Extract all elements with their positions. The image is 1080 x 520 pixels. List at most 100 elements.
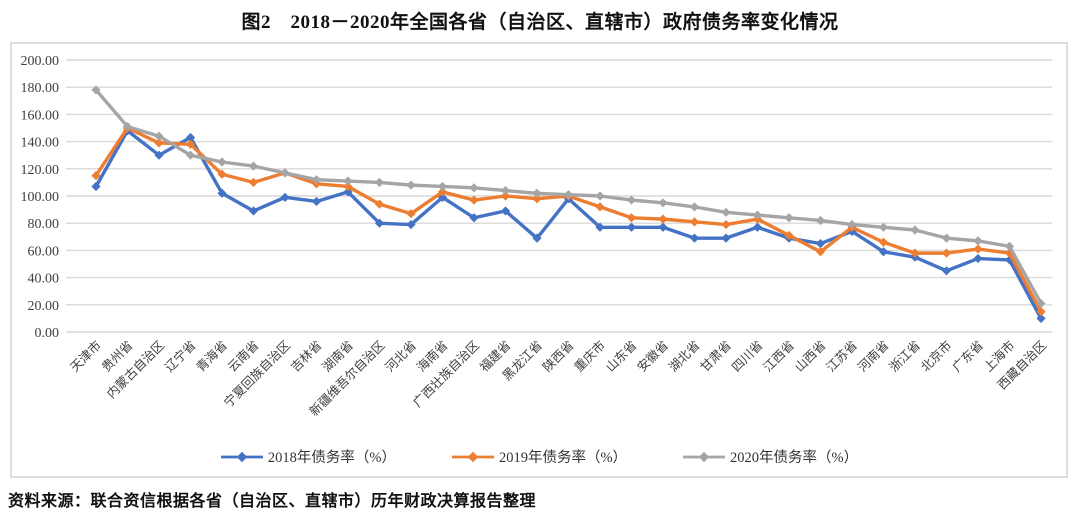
data-point-marker-2018 (815, 239, 826, 249)
data-point-marker-2018 (626, 222, 637, 232)
data-point-marker-2019 (343, 181, 353, 192)
legend-label-2018: 2018年债务率（%） (267, 450, 396, 466)
data-point-marker-2020 (847, 219, 857, 230)
x-tick-label: 重庆市 (571, 338, 608, 375)
data-point-marker-2020 (878, 222, 889, 232)
data-point-marker-2020 (280, 168, 290, 178)
y-tick-label: 160.00 (21, 108, 60, 123)
chart-area: 0.00 20.00 40.00 60.00 80.00 100.00 120.00 140.… (10, 42, 1068, 478)
data-point-marker-2019 (878, 237, 889, 247)
data-point-marker-2018 (878, 247, 889, 257)
legend-item-2019: 2019年债务率（%） (451, 446, 627, 467)
legend-label-2020: 2020年债务率（%） (730, 450, 859, 466)
data-point-marker-2020 (910, 225, 920, 235)
data-point-marker-2019 (437, 187, 448, 197)
data-point-marker-2020 (563, 190, 574, 200)
data-point-marker-2020 (1036, 298, 1046, 309)
data-point-marker-2018 (595, 222, 605, 232)
data-point-marker-2018 (374, 218, 385, 228)
data-point-marker-2020 (122, 122, 133, 132)
data-point-marker-2020 (941, 233, 952, 243)
data-point-marker-2019 (973, 244, 983, 254)
y-tick-label: 180.00 (21, 81, 60, 96)
y-tick-label: 0.00 (35, 326, 60, 341)
data-point-marker-2018 (752, 222, 763, 232)
data-point-marker-2020 (437, 181, 448, 192)
y-tick-label: 80.00 (28, 217, 60, 232)
data-point-marker-2020 (532, 188, 542, 198)
legend-marker-2019-icon (451, 451, 494, 462)
series-line-2019 (94, 126, 1043, 314)
data-point-marker-2018 (185, 132, 196, 143)
x-tick-label: 北京市 (917, 338, 954, 375)
data-point-marker-2019 (91, 171, 101, 181)
data-point-marker-2020 (815, 215, 826, 226)
data-point-marker-2018 (280, 192, 290, 202)
x-tick-label: 吉林省 (288, 338, 324, 374)
data-point-marker-2020 (406, 180, 416, 190)
data-point-marker-2019 (784, 230, 794, 241)
debt-ratio-line-chart: 0.00 20.00 40.00 60.00 80.00 100.00 120.00 140.… (21, 54, 1052, 419)
x-tick-label: 浙江省 (886, 338, 923, 375)
data-point-marker-2020 (343, 176, 353, 186)
data-point-marker-2019 (626, 213, 637, 223)
data-point-marker-2019 (689, 217, 700, 227)
data-point-marker-2018 (941, 266, 952, 276)
data-point-marker-2019 (154, 138, 164, 148)
data-point-marker-2018 (973, 253, 983, 264)
data-point-marker-2019 (500, 191, 511, 201)
data-point-marker-2019 (1036, 307, 1046, 317)
x-tick-label: 陕西省 (539, 338, 576, 375)
data-point-marker-2019 (941, 248, 952, 258)
source-note: 资料来源：联合资信根据各省（自治区、直辖市）历年财政决算报告整理 (8, 493, 537, 510)
series-2018 (91, 126, 1046, 323)
data-point-marker-2019 (658, 214, 668, 224)
data-point-marker-2020 (721, 207, 731, 217)
x-tick-label: 天津市 (67, 338, 104, 375)
x-tick-label: 甘肃省 (698, 338, 734, 374)
x-tick-label: 四川省 (729, 338, 765, 374)
x-tick-label: 湖北省 (665, 338, 702, 375)
x-tick-label: 青海省 (193, 338, 230, 375)
data-point-marker-2019 (248, 177, 259, 187)
data-point-marker-2019 (469, 195, 479, 205)
x-axis-labels: 天津市贵州省内蒙古自治区辽宁省青海省云南省宁夏回族自治区吉林省湖南省新疆维吾尔自… (67, 338, 1049, 419)
y-tick-label: 20.00 (28, 299, 60, 314)
data-point-marker-2018 (658, 222, 668, 232)
data-point-marker-2019 (721, 219, 731, 230)
data-point-marker-2018 (689, 233, 700, 243)
data-point-marker-2018 (532, 233, 542, 243)
data-point-marker-2019 (595, 202, 605, 212)
x-tick-label: 江西省 (761, 338, 797, 374)
x-tick-label: 河南省 (854, 338, 891, 375)
data-point-marker-2020 (752, 210, 763, 220)
legend-item-2020: 2020年债务率（%） (682, 446, 858, 467)
legend-marker-2018-icon (220, 451, 263, 462)
legend-marker-2020-icon (683, 451, 726, 462)
x-tick-label: 河北省 (383, 338, 419, 374)
data-point-marker-2019 (815, 247, 826, 257)
data-point-marker-2019 (406, 209, 416, 219)
data-point-marker-2018 (1036, 313, 1046, 323)
data-point-marker-2020 (154, 131, 164, 141)
data-point-marker-2018 (311, 196, 322, 207)
chart-title: 图2 2018－2020年全国各省（自治区、直辖市）政府债务率变化情况 (241, 12, 839, 33)
data-point-marker-2019 (185, 139, 196, 149)
data-point-marker-2020 (311, 175, 322, 185)
data-point-marker-2020 (973, 236, 983, 246)
x-tick-label: 江苏省 (823, 338, 860, 375)
y-tick-label: 200.00 (21, 54, 60, 69)
y-tick-label: 100.00 (21, 190, 60, 205)
data-point-marker-2020 (500, 185, 511, 196)
data-point-marker-2018 (469, 213, 479, 223)
data-point-marker-2018 (500, 206, 511, 216)
data-point-marker-2019 (217, 169, 227, 179)
data-point-marker-2020 (91, 85, 101, 95)
data-point-marker-2020 (185, 150, 196, 160)
legend-item-2018: 2018年债务率（%） (220, 446, 396, 467)
x-tick-label: 辽宁省 (161, 338, 198, 375)
y-tick-label: 120.00 (21, 163, 60, 178)
y-tick-label: 60.00 (28, 244, 60, 259)
data-point-marker-2020 (217, 157, 227, 167)
